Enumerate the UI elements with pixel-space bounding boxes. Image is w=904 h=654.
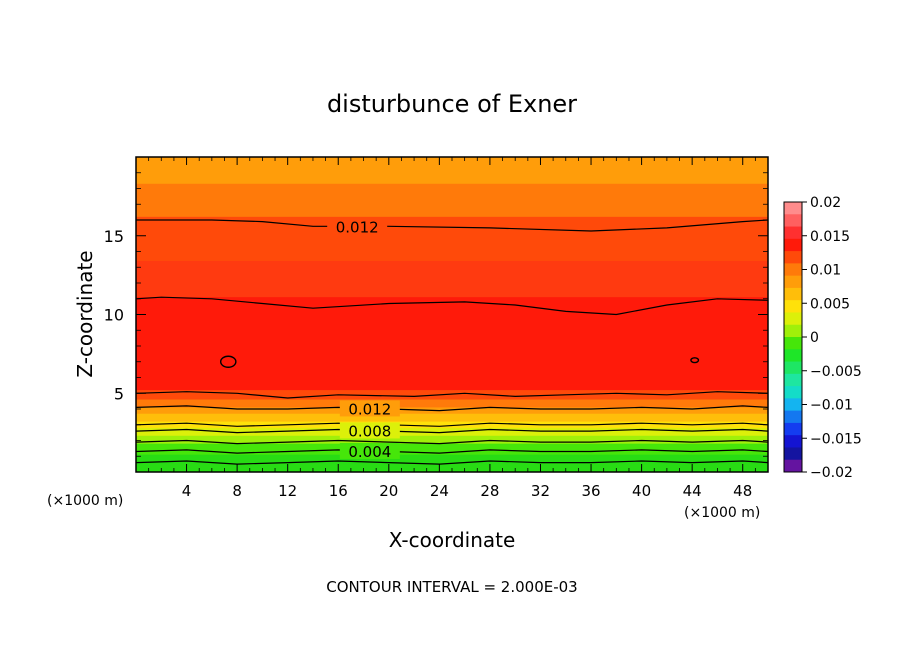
contour-line-4 [135, 422, 769, 427]
colorbar-swatch-10 [784, 324, 802, 338]
contour-band-3 [136, 260, 768, 298]
x-tick-label-10: 44 [683, 482, 702, 500]
contour-band-5 [136, 390, 768, 401]
x-unit-left: (×1000 m) [47, 493, 123, 509]
colorbar-swatch-5 [784, 263, 802, 277]
y-tick-label-2: 15 [104, 227, 124, 246]
contour-line-6 [135, 439, 769, 445]
x-tick-label-2: 12 [278, 482, 297, 500]
x-tick-label-7: 32 [531, 482, 550, 500]
colorbar-swatch-15 [784, 386, 802, 399]
colorbar-swatch-2 [784, 226, 802, 240]
x-tick-label-11: 48 [733, 482, 752, 500]
chart-title: disturbunce of Exner [327, 90, 577, 118]
contour-band-2 [136, 216, 768, 262]
x-unit-right: (×1000 m) [684, 505, 760, 521]
closed-contour-0 [219, 355, 237, 368]
colorbar-swatch-7 [784, 287, 802, 301]
colorbar-swatch-6 [784, 275, 802, 289]
colorbar-label-0: 0.02 [810, 195, 841, 211]
contour-line-8 [135, 460, 769, 465]
colorbar-label-8: −0.02 [810, 465, 853, 481]
contour-line-5 [135, 428, 769, 434]
contour-band-0 [136, 157, 768, 185]
colorbar-swatch-4 [784, 251, 802, 264]
colorbar-swatch-12 [784, 349, 802, 363]
contour-band-11 [136, 435, 768, 445]
x-tick-label-3: 16 [329, 482, 348, 500]
colorbar-swatch-3 [784, 238, 802, 252]
contour-band-8 [136, 413, 768, 423]
contour-line-1 [135, 296, 769, 316]
contour-line-7 [135, 449, 769, 454]
contour-line-0 [136, 219, 769, 232]
colorbar-label-3: 0.005 [810, 296, 850, 312]
y-tick-label-1: 10 [104, 306, 124, 325]
contour-label-3: 0.012 [348, 400, 391, 418]
contour-label-bg-5 [339, 422, 400, 439]
colorbar-swatch-19 [784, 435, 802, 448]
x-tick-label-4: 20 [379, 482, 398, 500]
colorbar-swatch-11 [784, 337, 802, 350]
colorbar-swatch-14 [784, 373, 802, 387]
contour-band-1 [136, 183, 768, 218]
x-tick-label-8: 36 [581, 482, 600, 500]
contour-label-bg-3 [339, 400, 400, 417]
colorbar-swatch-13 [784, 361, 802, 375]
colorbar-label-6: −0.01 [810, 398, 853, 414]
closed-contour-1 [690, 357, 700, 364]
x-tick-label-5: 24 [430, 482, 449, 500]
contour-label-bg-7 [339, 442, 400, 459]
colorbar-swatch-0 [784, 202, 802, 215]
colorbar-swatch-21 [784, 459, 802, 473]
x-tick-label-0: 4 [182, 482, 192, 500]
contour-layer: 0.012 0.012 0.008 0.004 [135, 218, 769, 465]
contour-band-4 [136, 297, 768, 391]
colorbar-swatch-18 [784, 422, 802, 436]
colorbar-label-7: −0.015 [810, 431, 862, 447]
x-axis-label: X-coordinate [389, 528, 516, 552]
contour-band-7 [136, 407, 768, 415]
contour-label-bg-0 [327, 218, 388, 235]
colorbar-label-2: 0.01 [810, 263, 841, 279]
y-axis-label: Z-coordinate [73, 250, 97, 377]
contour-label-7: 0.004 [348, 443, 391, 461]
contour-band-6 [136, 399, 768, 408]
x-axis: 4 8 12 16 20 24 28 32 36 40 44 48 [148, 157, 756, 500]
contour-line-3 [135, 405, 769, 412]
contour-interval-note: CONTOUR INTERVAL = 2.000E-03 [326, 578, 577, 596]
colorbar: 0.02 0.015 0.01 0.005 0 −0.005 −0.01 −0.015 −0.0… [783, 195, 862, 481]
colorbar-swatch-9 [784, 312, 802, 326]
contour-label-5: 0.008 [348, 422, 391, 440]
colorbar-swatch-1 [784, 214, 802, 228]
y-axis: 5 10 15 [104, 172, 768, 457]
x-tick-label-1: 8 [232, 482, 242, 500]
y-tick-label-0: 5 [114, 384, 124, 403]
contour-band-12 [136, 443, 768, 456]
colorbar-swatch-17 [784, 410, 802, 424]
colorbar-label-5: −0.005 [810, 364, 862, 380]
x-tick-label-6: 28 [480, 482, 499, 500]
colorbar-swatch-20 [784, 447, 802, 461]
colorbar-swatch-8 [784, 300, 802, 313]
colorbar-label-4: 0 [810, 330, 819, 346]
colorbar-label-1: 0.015 [810, 229, 850, 245]
contour-label-0: 0.012 [336, 218, 379, 236]
contour-line-2 [135, 391, 769, 399]
x-tick-label-9: 40 [632, 482, 651, 500]
colorbar-swatch-16 [784, 398, 802, 412]
